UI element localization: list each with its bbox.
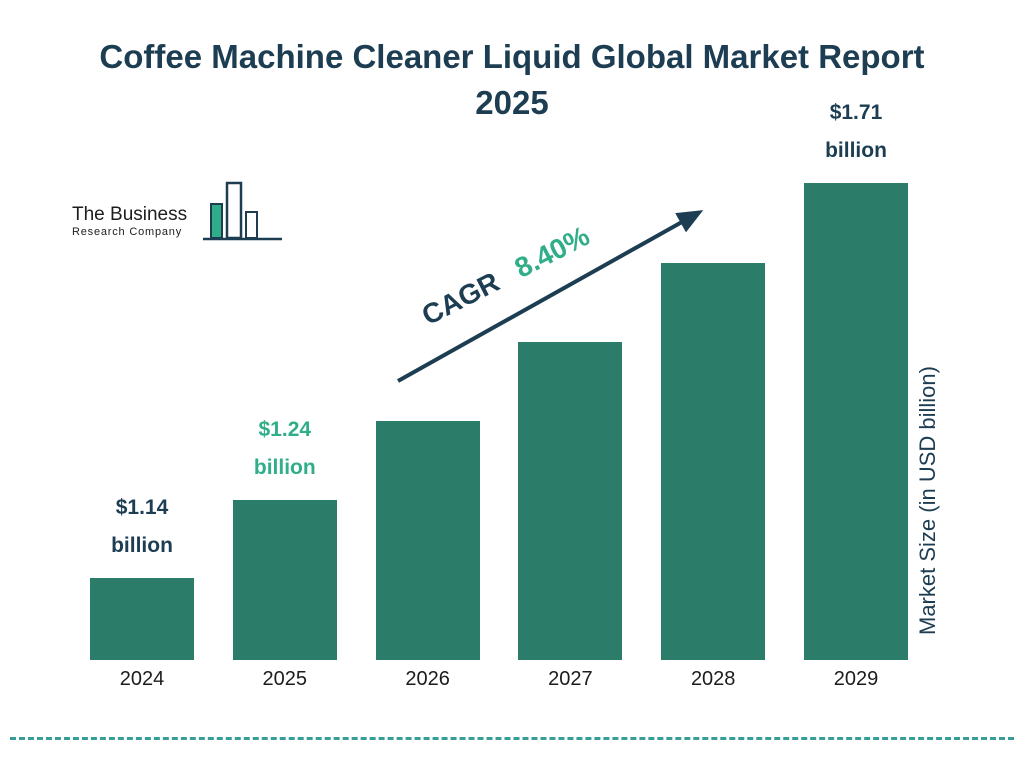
bar-column-2027 [518,183,623,660]
bar-2028 [661,263,766,660]
value-unit: billion [111,533,173,557]
value-amount: $1.24 [258,418,312,442]
right-axis-label: Market Size (in USD billion) [915,366,940,636]
bar-2024 [90,578,194,660]
value-amount: $1.14 [115,496,169,520]
page-title: Coffee Machine Cleaner Liquid Global Mar… [99,38,925,121]
bar-column-2029: $1.71 billion [803,101,908,660]
bar-2026 [375,421,480,660]
x-tick-2025: 2025 [262,668,308,690]
x-tick-2026: 2026 [405,668,450,690]
value-label: $1.24 billion [254,411,316,486]
company-logo: The Business Research Company [72,180,283,242]
value-label: $1.14 billion [111,489,173,564]
value-unit: billion [825,138,887,162]
x-tick-2024: 2024 [119,668,165,690]
value-amount: $1.71 [829,101,883,125]
bar-column-2024: $1.14 billion [90,183,194,660]
x-tick-2029: 2029 [833,668,879,690]
bar-2025 [232,500,337,660]
bar-column-2026 [375,183,480,660]
logo-bars-icon [203,181,283,241]
bar-2029 [803,183,908,660]
bar-2027 [518,342,623,660]
value-label: $1.71 billion [825,94,887,169]
value-unit: billion [253,455,316,479]
logo-name: The Business [72,204,188,225]
logo-text: The Business Research Company [72,204,187,242]
bottom-dashed-line [10,737,1014,740]
logo-subname: Research Company [72,226,183,238]
x-tick-2028: 2028 [690,668,736,690]
bar-column-2025: $1.24 billion [232,183,337,660]
bar-chart: $1.14 billion $1.24 billion $1.71 billio… [90,101,908,660]
x-axis-labels: 2024 2025 2026 2027 2028 2029 [90,668,908,691]
bar-column-2028 [661,183,766,660]
x-tick-2027: 2027 [548,668,593,690]
